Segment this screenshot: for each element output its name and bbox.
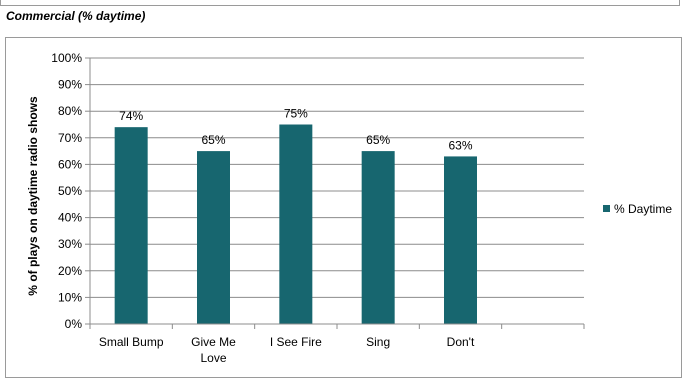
legend-label: % Daytime [614, 202, 672, 216]
x-tick-label: Give Me [191, 335, 236, 349]
y-tick-label: 70% [58, 131, 82, 145]
y-axis-tick-labels: 0% 10% 20% 30% 40% 50% 60% 70% 80% 90% 100% [51, 51, 82, 331]
y-tick-label: 0% [65, 317, 83, 331]
top-divider [0, 0, 680, 6]
data-label: 75% [284, 107, 308, 121]
data-label: 65% [201, 133, 225, 147]
x-tick-label: I See Fire [270, 335, 322, 349]
y-axis-label: % of plays on daytime radio shows [26, 96, 40, 296]
x-tick-label: Small Bump [99, 335, 164, 349]
y-tick-label: 10% [58, 290, 82, 304]
bar [279, 124, 313, 324]
data-label: 65% [366, 133, 390, 147]
gridlines [85, 57, 584, 325]
legend: % Daytime [603, 202, 672, 216]
bar [444, 156, 477, 324]
chart-heading: Commercial (% daytime) [6, 9, 146, 23]
y-tick-label: 20% [58, 264, 82, 278]
bar [114, 127, 148, 324]
bar [361, 151, 395, 324]
chart-frame: 0% 10% 20% 30% 40% 50% 60% 70% 80% 90% 100% 74% 65%… [5, 37, 682, 378]
bar-chart: 0% 10% 20% 30% 40% 50% 60% 70% 80% 90% 100% 74% 65%… [26, 51, 672, 365]
data-labels: 74% 65% 75% 65% 63% [119, 107, 473, 153]
y-tick-label: 50% [58, 184, 82, 198]
y-tick-label: 90% [58, 78, 82, 92]
data-label: 63% [448, 138, 472, 152]
bar [197, 151, 230, 324]
data-label: 74% [119, 109, 143, 123]
y-tick-label: 100% [51, 51, 82, 65]
bars [114, 124, 477, 324]
legend-swatch [603, 205, 610, 212]
x-tick-label: Don't [447, 335, 475, 349]
x-tick-label: Love [200, 351, 226, 365]
y-tick-label: 40% [58, 211, 82, 225]
y-tick-label: 80% [58, 104, 82, 118]
axes [89, 58, 585, 329]
x-axis-tick-labels: Small Bump Give Me Love I See Fire Sing Don't [99, 335, 475, 365]
y-tick-label: 30% [58, 237, 82, 251]
y-tick-label: 60% [58, 157, 82, 171]
x-tick-label: Sing [366, 335, 390, 349]
